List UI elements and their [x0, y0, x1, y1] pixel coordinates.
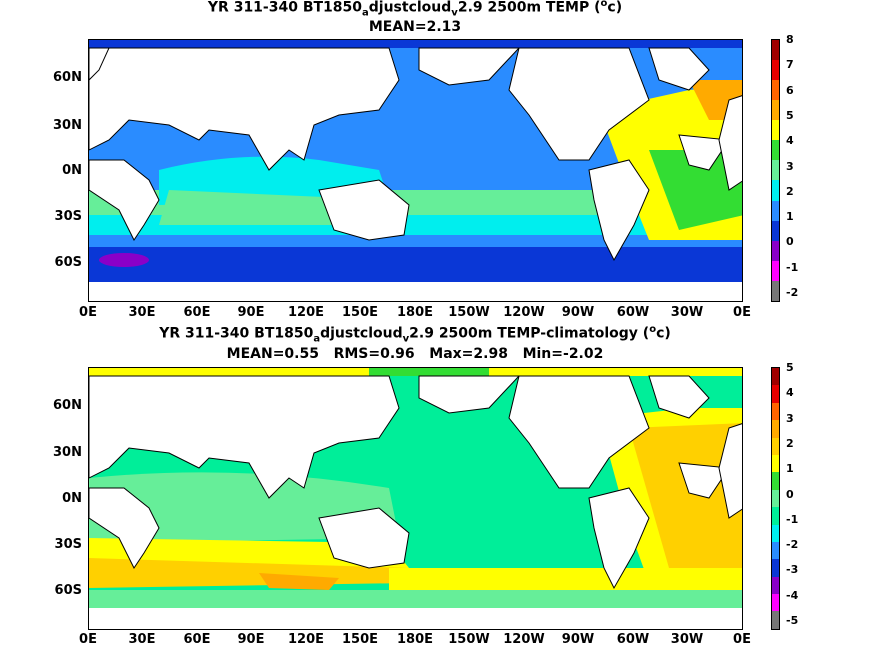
map1-colorbar-label: 5	[786, 108, 794, 122]
map2-lon-90w: 90W	[561, 632, 595, 647]
map1-lon-90w: 90W	[561, 305, 595, 320]
map1-colorbar-segment	[772, 160, 779, 181]
map2-panel	[88, 367, 743, 630]
map1-colorbar-label: 1	[786, 210, 794, 224]
map2-colorbar-segment	[772, 611, 779, 629]
map2-colorbar-label: 5	[786, 361, 794, 374]
map2-field	[89, 368, 742, 629]
map1-colorbar-label: 4	[786, 134, 794, 148]
map1-lon-60e: 60E	[183, 305, 211, 320]
map1-lon-120e: 120E	[287, 305, 325, 320]
map1-colorbar-segment	[772, 260, 779, 281]
map1-lat-60s: 60S	[54, 255, 82, 270]
map2-colorbar-segment	[772, 489, 779, 508]
map2-lon-120w: 120W	[503, 632, 545, 647]
map2-lon-180e: 180E	[396, 632, 434, 647]
map1-lon-150w: 150W	[448, 305, 490, 320]
map1-colorbar-segment	[772, 200, 779, 221]
map1-colorbar-label: 6	[786, 83, 794, 97]
map1-panel	[88, 39, 743, 302]
map2-lon-30w: 30W	[670, 632, 704, 647]
map2-colorbar-segment	[772, 541, 779, 560]
map1-title: YR 311-340 BT1850adjustcloudv2.9 2500m T…	[207, 0, 623, 19]
map2-lon-60w: 60W	[616, 632, 650, 647]
map1-colorbar-segment	[772, 100, 779, 121]
map1-lat-0n: 0N	[62, 163, 82, 178]
map2-colorbar-label: 1	[786, 462, 794, 476]
map2-colorbar-segment	[772, 559, 779, 577]
map1-colorbar-segment	[772, 60, 779, 81]
map1-lat-30s: 30S	[54, 209, 82, 224]
map1-lon-30w: 30W	[670, 305, 704, 320]
map1-colorbar-segment	[772, 180, 779, 201]
map2-colorbar-label: -1	[786, 512, 799, 526]
map2-colorbar-segment	[772, 385, 779, 403]
map2-lat-30s: 30S	[54, 537, 82, 552]
map2-colorbar-label: -5	[786, 614, 799, 627]
map1-lon-90e: 90E	[237, 305, 265, 320]
map2-lon-0e: 0E	[79, 632, 97, 647]
map1-lat-30n: 30N	[53, 118, 82, 133]
map2-colorbar-segment	[772, 507, 779, 525]
map2-colorbar	[771, 367, 780, 630]
map1-lon-0e-end: 0E	[733, 305, 751, 320]
map2-lon-0e-end: 0E	[733, 632, 751, 647]
map2-colorbar-label: 3	[786, 411, 794, 425]
map2-lon-150e: 150E	[341, 632, 379, 647]
map2-lon-60e: 60E	[183, 632, 211, 647]
map2-colorbar-segment	[772, 437, 779, 455]
map2-title: YR 311-340 BT1850adjustcloudv2.9 2500m T…	[159, 324, 671, 345]
map2-subtitle: MEAN=0.55 RMS=0.96 Max=2.98 Min=-2.02	[226, 346, 604, 362]
map2-lon-30e: 30E	[128, 632, 156, 647]
map1-field	[89, 40, 742, 301]
map2-colorbar-label: -4	[786, 588, 799, 602]
map1-colorbar-segment	[772, 40, 779, 61]
map2-lat-30n: 30N	[53, 445, 82, 460]
map1-lon-120w: 120W	[503, 305, 545, 320]
map1-colorbar-label: 0	[786, 235, 794, 249]
map2-colorbar-label: 2	[786, 436, 794, 450]
map2-colorbar-label: -3	[786, 563, 799, 577]
map2-lon-150w: 150W	[448, 632, 490, 647]
map2-colorbar-segment	[772, 454, 779, 473]
map1-colorbar-segment	[772, 80, 779, 101]
map1-colorbar-segment	[772, 140, 779, 161]
map2-lat-60s: 60S	[54, 583, 82, 598]
map1-colorbar-label: -1	[786, 260, 799, 274]
map2-lat-60n: 60N	[53, 398, 82, 413]
map2-colorbar-label: 0	[786, 487, 794, 501]
map1-lon-180e: 180E	[396, 305, 434, 320]
map1-colorbar-segment	[772, 240, 779, 261]
map2-lon-90e: 90E	[237, 632, 265, 647]
map2-colorbar-segment	[772, 402, 779, 421]
map1-colorbar-segment	[772, 280, 779, 301]
map2-colorbar-label: -2	[786, 538, 799, 552]
map1-lon-150e: 150E	[341, 305, 379, 320]
map1-colorbar-label: 8	[786, 33, 794, 46]
map1-lon-60w: 60W	[616, 305, 650, 320]
map2-colorbar-segment	[772, 524, 779, 542]
map1-colorbar-segment	[772, 220, 779, 241]
map2-colorbar-label: 4	[786, 386, 794, 400]
map1-colorbar-segment	[772, 120, 779, 141]
map1-colorbar-label: 2	[786, 184, 794, 198]
map2-colorbar-segment	[772, 420, 779, 438]
map1-colorbar-label: 3	[786, 159, 794, 173]
map1-lat-60n: 60N	[53, 70, 82, 85]
map2-colorbar-segment	[772, 576, 779, 595]
map1-lon-0e: 0E	[79, 305, 97, 320]
map1-colorbar	[771, 39, 780, 302]
map2-colorbar-segment	[772, 368, 779, 386]
map1-lon-30e: 30E	[128, 305, 156, 320]
map2-lon-120e: 120E	[287, 632, 325, 647]
map1-subtitle: MEAN=2.13	[368, 19, 462, 35]
map2-lat-0n: 0N	[62, 491, 82, 506]
map1-colorbar-label: 7	[786, 58, 794, 72]
map2-colorbar-segment	[772, 594, 779, 612]
map2-colorbar-segment	[772, 472, 779, 490]
map1-colorbar-label: -2	[786, 286, 799, 299]
